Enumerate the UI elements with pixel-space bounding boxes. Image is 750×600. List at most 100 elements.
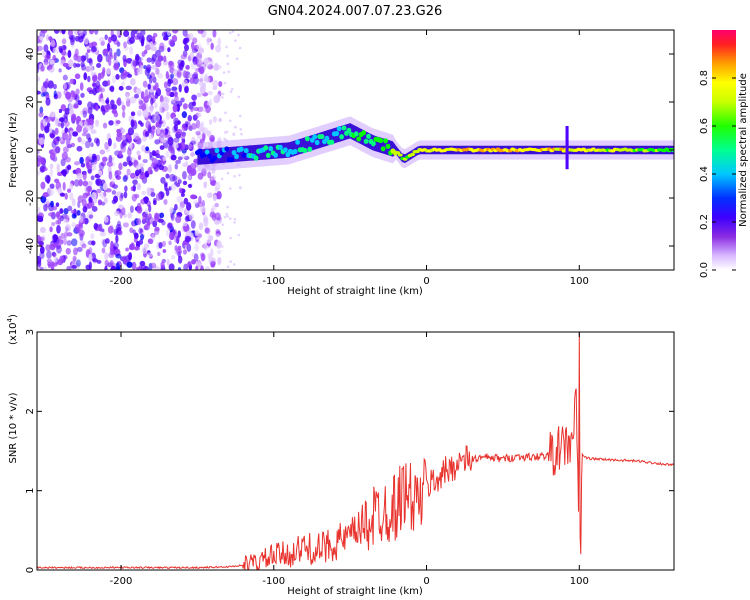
noise-mark — [205, 266, 211, 270]
noise-mark — [145, 120, 151, 129]
ridge-mark — [361, 130, 366, 136]
noise-mark — [52, 234, 59, 240]
noise-mark — [229, 236, 232, 240]
noise-mark — [191, 101, 196, 106]
noise-mark — [118, 150, 123, 157]
noise-mark — [136, 183, 142, 191]
noise-mark — [171, 255, 176, 260]
noise-mark — [81, 243, 87, 249]
noise-mark — [76, 246, 83, 253]
ridge-mark — [224, 146, 230, 152]
noise-mark — [153, 227, 160, 236]
y-tick-label: 20 — [25, 96, 36, 109]
noise-mark — [181, 111, 188, 119]
noise-mark — [210, 137, 215, 142]
noise-mark — [37, 260, 42, 267]
noise-mark — [70, 90, 75, 95]
noise-mark — [74, 94, 80, 103]
noise-mark — [197, 92, 203, 97]
noise-mark — [78, 179, 83, 187]
noise-mark — [91, 153, 97, 161]
noise-mark — [104, 252, 109, 261]
snr-panel: -200 -100 0 100 0 1 2 3 Height of straight line… — [6, 314, 675, 597]
ridge-mark — [265, 152, 271, 158]
noise-mark — [161, 138, 167, 144]
ridge-mark — [341, 125, 347, 131]
noise-mark — [172, 175, 178, 182]
noise-mark — [121, 139, 128, 147]
noise-mark — [197, 105, 204, 113]
noise-mark — [115, 253, 122, 259]
noise-mark — [184, 85, 189, 94]
noise-mark — [110, 34, 118, 42]
noise-mark — [138, 227, 143, 235]
noise-mark — [237, 95, 241, 99]
noise-mark — [59, 136, 63, 142]
noise-mark — [79, 215, 84, 223]
noise-mark — [101, 247, 106, 254]
snr-series-line — [37, 332, 674, 570]
noise-mark — [44, 60, 49, 66]
noise-mark — [126, 168, 131, 176]
noise-mark — [207, 171, 212, 179]
noise-mark — [123, 174, 129, 181]
noise-mark — [50, 266, 55, 270]
noise-mark — [218, 81, 223, 88]
noise-mark — [121, 104, 126, 111]
noise-mark — [154, 102, 158, 109]
noise-mark — [71, 222, 76, 228]
noise-mark — [126, 261, 133, 268]
noise-mark — [197, 112, 202, 118]
noise-mark — [108, 252, 115, 258]
noise-mark — [173, 117, 180, 127]
noise-mark — [99, 231, 107, 237]
noise-mark — [130, 111, 136, 117]
noise-mark — [196, 43, 202, 51]
noise-mark — [154, 92, 159, 99]
noise-mark — [161, 31, 168, 38]
noise-mark — [176, 195, 183, 203]
noise-mark — [92, 87, 97, 96]
noise-mark — [56, 163, 60, 173]
noise-mark — [62, 181, 66, 191]
noise-mark — [54, 146, 61, 154]
noise-mark — [108, 154, 113, 163]
noise-mark — [100, 98, 105, 103]
noise-mark — [37, 35, 41, 44]
ridge-mark — [312, 134, 318, 140]
noise-mark — [45, 116, 51, 123]
noise-mark — [225, 130, 229, 134]
noise-mark — [71, 264, 78, 270]
noise-mark — [121, 128, 126, 134]
noise-mark — [184, 120, 189, 128]
noise-mark — [165, 71, 169, 80]
ridge-mark — [385, 143, 391, 149]
noise-mark — [198, 195, 202, 204]
noise-mark — [65, 81, 71, 90]
noise-mark — [52, 83, 57, 90]
ridge-mark — [263, 145, 269, 151]
noise-mark — [212, 30, 217, 38]
noise-mark — [71, 209, 76, 215]
noise-mark — [63, 218, 69, 224]
noise-mark — [217, 249, 222, 254]
noise-mark — [135, 53, 140, 62]
noise-mark — [233, 125, 237, 129]
noise-mark — [37, 206, 41, 214]
ridge-mark — [356, 136, 362, 142]
noise-mark — [189, 51, 195, 59]
noise-mark — [165, 151, 170, 158]
noise-mark — [207, 91, 213, 96]
noise-mark — [130, 78, 136, 86]
ridge-mark — [366, 133, 371, 139]
noise-mark — [102, 80, 109, 87]
noise-mark — [172, 78, 179, 86]
noise-mark — [113, 51, 117, 61]
noise-mark — [42, 192, 49, 198]
noise-mark — [39, 246, 45, 254]
ridge-mark — [278, 144, 283, 151]
noise-mark — [190, 41, 195, 50]
noise-mark — [91, 205, 98, 212]
noise-mark — [126, 57, 133, 64]
noise-mark — [120, 144, 127, 153]
